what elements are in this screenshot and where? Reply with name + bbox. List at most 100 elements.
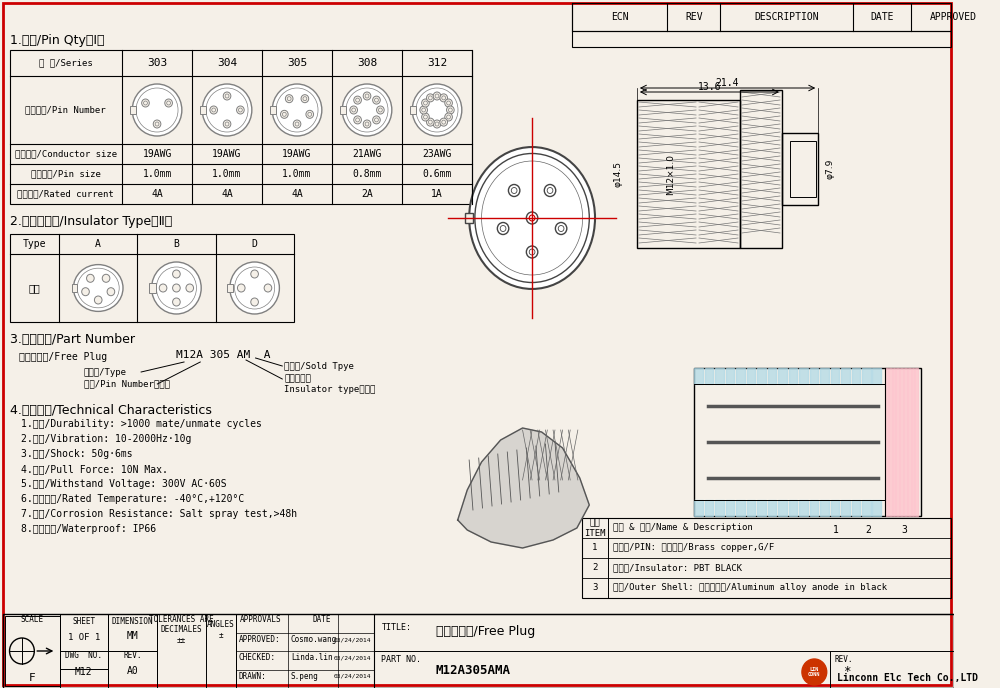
Circle shape (373, 96, 380, 104)
Text: 23AWG: 23AWG (422, 149, 452, 159)
Circle shape (173, 284, 180, 292)
Polygon shape (872, 368, 881, 384)
Circle shape (497, 222, 509, 235)
Bar (10, 234, 294, 322)
Text: 8.防水等级/Waterproof: IP66: 8.防水等级/Waterproof: IP66 (21, 524, 156, 534)
Bar (108, 651, 157, 688)
Polygon shape (768, 500, 776, 516)
Circle shape (82, 288, 89, 296)
Polygon shape (694, 368, 703, 384)
Text: 额定电流/Rated current: 额定电流/Rated current (17, 189, 114, 199)
Text: *: * (843, 665, 851, 678)
Text: 2: 2 (866, 525, 872, 535)
Circle shape (210, 106, 218, 114)
Text: 19AWG: 19AWG (282, 149, 312, 159)
Circle shape (445, 99, 452, 107)
Text: 03/24/2014: 03/24/2014 (333, 656, 371, 660)
Circle shape (555, 222, 567, 235)
Bar (694, 368, 921, 516)
Text: 312: 312 (427, 58, 447, 68)
Polygon shape (726, 368, 734, 384)
Bar (5, 616, 60, 686)
Circle shape (285, 95, 293, 103)
Text: φ14.5: φ14.5 (613, 161, 622, 187)
Text: 2A: 2A (361, 189, 373, 199)
Bar (340, 106, 346, 114)
Polygon shape (726, 500, 734, 516)
Text: 7.盐雾/Corrosion Resistance: Salt spray test,>48h: 7.盐雾/Corrosion Resistance: Salt spray te… (21, 509, 297, 519)
Text: Insulator type（Ⅱ）: Insulator type（Ⅱ） (284, 385, 376, 394)
Bar (200, 106, 206, 114)
Text: 3: 3 (592, 583, 598, 592)
Text: MM: MM (127, 631, 138, 641)
Circle shape (293, 120, 301, 128)
Bar (3, 614, 954, 688)
Circle shape (230, 262, 279, 314)
Circle shape (251, 298, 258, 306)
Bar (790, 141, 816, 197)
Bar (130, 106, 136, 114)
Text: REV: REV (685, 12, 703, 22)
Text: 浮动式插头/Free Plug: 浮动式插头/Free Plug (436, 625, 535, 638)
Circle shape (433, 92, 441, 100)
Text: 浮动式插头/Free Plug: 浮动式插头/Free Plug (19, 352, 107, 362)
Polygon shape (831, 368, 839, 384)
Circle shape (202, 84, 252, 136)
Text: TOLERANCES ARE
DECIMALES
±±: TOLERANCES ARE DECIMALES ±± (149, 615, 214, 645)
Text: REV.: REV. (123, 652, 142, 660)
Circle shape (173, 270, 180, 278)
Bar (157, 614, 236, 688)
Text: 络缘体型號: 络缘体型號 (284, 374, 311, 383)
Text: DRAWN:: DRAWN: (238, 672, 266, 681)
Polygon shape (831, 500, 839, 516)
Text: 0.6mm: 0.6mm (422, 169, 452, 179)
Text: 序号
ITEM: 序号 ITEM (584, 518, 606, 538)
Circle shape (427, 118, 434, 126)
Polygon shape (757, 368, 766, 384)
Polygon shape (908, 368, 911, 516)
Bar (410, 106, 416, 114)
Text: 1A: 1A (431, 189, 443, 199)
Polygon shape (841, 500, 850, 516)
Bar (72, 284, 77, 292)
Polygon shape (715, 368, 724, 384)
Text: APPROVED:: APPROVED: (238, 635, 280, 644)
Text: ANGLES
±: ANGLES ± (207, 621, 235, 640)
Circle shape (264, 284, 272, 292)
Circle shape (102, 275, 110, 282)
Text: 0.8mm: 0.8mm (352, 169, 382, 179)
Text: A0: A0 (127, 666, 138, 676)
Circle shape (281, 110, 288, 118)
Bar (149, 283, 156, 293)
Bar (465, 213, 473, 223)
Bar (270, 106, 276, 114)
Bar (108, 614, 157, 651)
Polygon shape (810, 500, 818, 516)
Circle shape (373, 116, 380, 124)
Polygon shape (789, 500, 797, 516)
Text: B: B (173, 239, 179, 249)
Text: 5.耐压/Withstand Voltage: 300V AC·60S: 5.耐压/Withstand Voltage: 300V AC·60S (21, 479, 227, 489)
Circle shape (363, 120, 371, 128)
Polygon shape (852, 500, 860, 516)
Polygon shape (757, 500, 766, 516)
Circle shape (445, 113, 452, 121)
Circle shape (159, 284, 167, 292)
Text: M12A 305 AM  A: M12A 305 AM A (176, 350, 271, 360)
Bar (10, 50, 472, 204)
Text: 1: 1 (592, 544, 598, 552)
Text: PART NO.: PART NO. (381, 656, 421, 665)
Text: 6.温度等级/Rated Temperature: -40°C,+120°C: 6.温度等级/Rated Temperature: -40°C,+120°C (21, 494, 244, 504)
Bar (582, 518, 951, 598)
Text: 13.6: 13.6 (698, 82, 721, 92)
Polygon shape (694, 500, 703, 516)
Polygon shape (705, 368, 713, 384)
Circle shape (422, 99, 429, 107)
Circle shape (132, 84, 182, 136)
Text: 308: 308 (357, 58, 377, 68)
Text: 303: 303 (147, 58, 167, 68)
Polygon shape (896, 368, 899, 516)
Text: TITLE:: TITLE: (381, 623, 411, 632)
Text: SHEET: SHEET (72, 616, 95, 625)
Text: 03/24/2014: 03/24/2014 (333, 637, 371, 642)
